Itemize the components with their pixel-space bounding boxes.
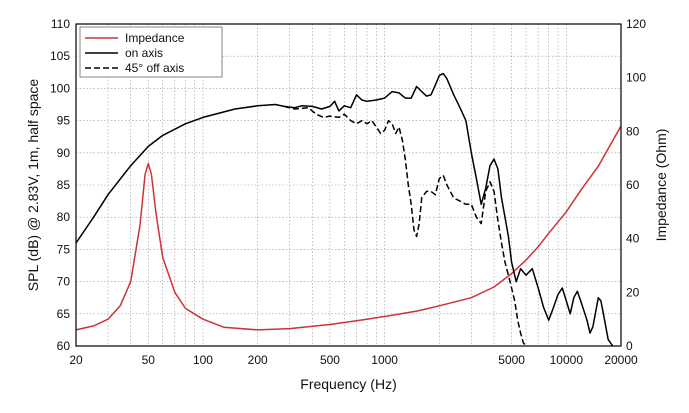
tick-labels: 20 50 100 200 500 1000 5000 10000 20000606570758… <box>50 17 646 367</box>
y2-tick-label: 100 <box>626 71 646 85</box>
legend: Impedance on axis 45° off axis <box>79 26 223 78</box>
x-tick-label: 500 <box>320 353 340 367</box>
y-tick-label: 75 <box>57 242 71 256</box>
y2-tick-label: 40 <box>626 232 640 246</box>
series-lines <box>75 72 622 347</box>
grid <box>76 24 621 346</box>
y-axis-label: SPL (dB) @ 2.83V, 1m, half space <box>25 79 41 292</box>
x-tick-label: 10000 <box>550 353 584 367</box>
legend-label-off-axis: 45° off axis <box>125 61 184 75</box>
x-tick-label: 200 <box>248 353 268 367</box>
y-tick-label: 60 <box>57 339 71 353</box>
series-line-impedance <box>75 125 622 331</box>
y2-tick-label: 0 <box>626 339 633 353</box>
y2-tick-label: 80 <box>626 124 640 138</box>
y-tick-label: 80 <box>57 210 71 224</box>
x-tick-label: 20 <box>69 353 83 367</box>
y-tick-label: 70 <box>57 275 71 289</box>
y-tick-label: 95 <box>57 114 71 128</box>
y-tick-label: 105 <box>50 49 70 63</box>
y-tick-label: 65 <box>57 307 71 321</box>
legend-label-impedance: Impedance <box>125 31 185 45</box>
y2-tick-label: 20 <box>626 285 640 299</box>
x-tick-label: 1000 <box>371 353 398 367</box>
x-tick-label: 20000 <box>604 353 638 367</box>
x-tick-label: 100 <box>193 353 213 367</box>
y2-tick-label: 120 <box>626 17 646 31</box>
y2-axis-label: Impedance (Ohm) <box>653 129 669 242</box>
x-tick-label: 50 <box>142 353 156 367</box>
y2-tick-label: 60 <box>626 178 640 192</box>
y-tick-label: 100 <box>50 81 70 95</box>
y-tick-label: 85 <box>57 178 71 192</box>
y-tick-label: 90 <box>57 146 71 160</box>
x-tick-label: 5000 <box>498 353 525 367</box>
legend-label-on-axis: on axis <box>125 46 163 60</box>
plot-frame <box>75 23 622 347</box>
series-line-45-off-axis <box>284 105 527 347</box>
series-line-on-axis <box>75 72 614 347</box>
x-axis-label: Frequency (Hz) <box>300 376 396 392</box>
y-tick-label: 110 <box>51 17 70 31</box>
